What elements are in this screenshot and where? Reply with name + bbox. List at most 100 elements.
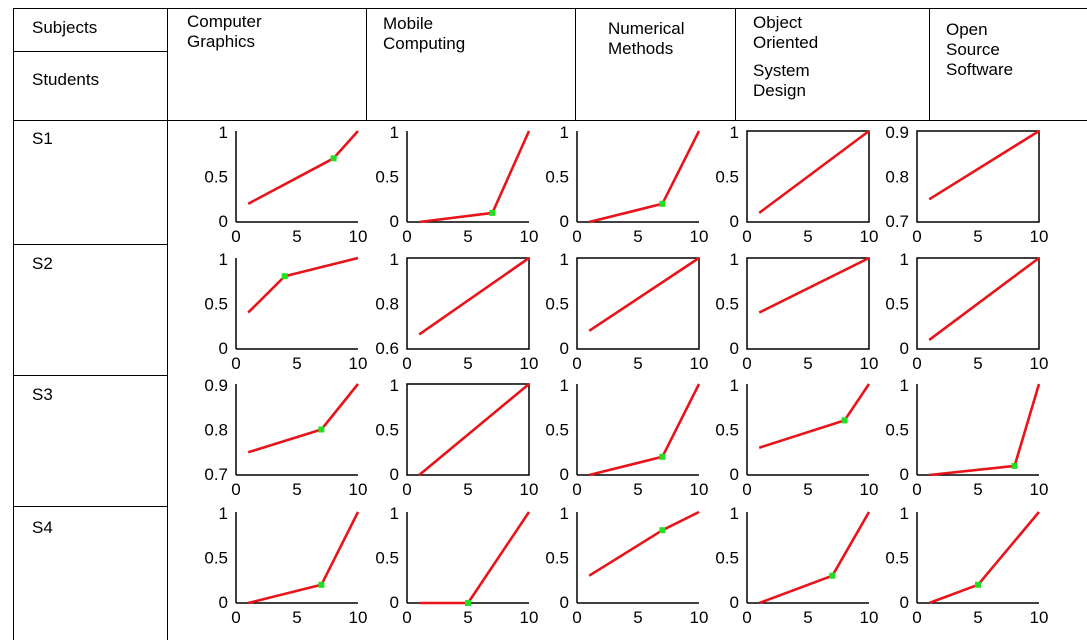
x-tick-label: 0 — [402, 608, 411, 627]
series-line — [758, 256, 870, 314]
y-tick-label: 1 — [730, 123, 739, 142]
x-tick-label: 0 — [912, 227, 921, 246]
subject-header-line: Computer — [187, 12, 262, 31]
subject-header-line: Software — [946, 60, 1014, 79]
y-tick-label: 1 — [560, 250, 569, 269]
x-tick-label: 0 — [231, 608, 240, 627]
y-tick-label: 0.9 — [204, 376, 228, 395]
x-tick-label: 10 — [860, 354, 879, 373]
series-line — [928, 129, 1040, 201]
plot-s2-2: 1 0.8 0.60 5 10 — [375, 250, 538, 373]
y-tick-label: 0.5 — [204, 295, 228, 314]
series-line — [928, 511, 1040, 605]
subject-header-mobile-computing: Mobile Computing — [383, 14, 465, 54]
breakpoint-marker — [975, 581, 981, 588]
y-tick-label: 1 — [219, 504, 228, 523]
y-tick-label: 0.8 — [204, 421, 228, 440]
subject-header-line: Oriented — [753, 33, 819, 52]
y-tick-label: 0 — [390, 465, 399, 484]
x-tick-label: 5 — [973, 227, 982, 246]
y-tick-label: 0 — [900, 465, 909, 484]
y-tick-label: 0 — [900, 593, 909, 612]
y-tick-label: 0 — [730, 593, 739, 612]
subject-header-line: Design — [753, 81, 806, 100]
y-tick-label: 1 — [900, 504, 909, 523]
y-tick-label: 0 — [730, 212, 739, 231]
x-tick-label: 10 — [690, 354, 709, 373]
breakpoint-marker — [330, 155, 337, 162]
series-line — [758, 511, 871, 605]
x-tick-label: 10 — [349, 480, 368, 499]
series-line — [247, 256, 359, 314]
x-tick-label: 5 — [463, 227, 472, 246]
plot-s4-4: 1 0.5 00 5 10 — [715, 504, 878, 627]
subject-header-line: Graphics — [187, 32, 256, 51]
student-label-s4: S4 — [32, 518, 53, 537]
y-tick-label: 0.5 — [715, 295, 739, 314]
breakpoint-marker — [1011, 462, 1018, 469]
plot-s1-2: 1 0.5 00 5 10 — [375, 123, 538, 246]
series-line — [247, 383, 360, 454]
x-tick-label: 5 — [803, 354, 812, 373]
y-tick-label: 1 — [560, 376, 569, 395]
x-tick-label: 10 — [860, 480, 879, 499]
x-tick-label: 10 — [690, 608, 709, 627]
x-tick-label: 5 — [292, 480, 301, 499]
breakpoint-marker — [659, 527, 666, 534]
y-tick-label: 0.5 — [545, 168, 569, 187]
x-tick-label: 10 — [1030, 227, 1049, 246]
subject-header-line: Source — [946, 40, 1000, 59]
x-tick-label: 5 — [803, 480, 812, 499]
x-tick-label: 0 — [572, 227, 581, 246]
plot-s1-4: 1 0.5 00 5 10 — [715, 123, 878, 246]
x-tick-label: 10 — [690, 480, 709, 499]
x-tick-label: 0 — [231, 227, 240, 246]
y-tick-label: 1 — [219, 123, 228, 142]
x-tick-label: 10 — [690, 227, 709, 246]
x-tick-label: 10 — [1030, 480, 1049, 499]
x-tick-label: 5 — [633, 227, 642, 246]
header-divider-1 — [366, 8, 367, 120]
subject-header-open-source-software: Open Source Software — [946, 20, 1013, 80]
series-line — [418, 382, 530, 477]
subject-header-line: Open — [946, 20, 988, 39]
y-tick-label: 0.5 — [885, 295, 909, 314]
y-tick-label: 0.7 — [204, 465, 228, 484]
header-bottom-border — [13, 120, 1087, 121]
x-tick-label: 5 — [633, 480, 642, 499]
x-tick-label: 5 — [292, 354, 301, 373]
y-tick-label: 0.5 — [715, 168, 739, 187]
x-tick-label: 0 — [742, 608, 751, 627]
subject-header-line: Numerical — [608, 19, 685, 38]
subject-header-computer-graphics: Computer Graphics — [187, 12, 262, 52]
plot-s1-3: 1 0.5 00 5 10 — [545, 123, 708, 246]
y-tick-label: 0.5 — [375, 168, 399, 187]
y-tick-label: 1 — [900, 250, 909, 269]
series-line — [588, 130, 701, 224]
y-tick-label: 0.5 — [545, 421, 569, 440]
x-tick-label: 0 — [912, 354, 921, 373]
y-tick-label: 0 — [730, 339, 739, 358]
plot-s3-4: 1 0.5 00 5 10 — [715, 376, 878, 499]
x-tick-label: 5 — [463, 608, 472, 627]
header-divider-3 — [735, 8, 736, 120]
subject-header-line: System — [753, 61, 810, 80]
plot-s2-5: 1 0.5 00 5 10 — [885, 250, 1048, 373]
x-tick-label: 0 — [402, 480, 411, 499]
y-tick-label: 0.5 — [545, 549, 569, 568]
y-tick-label: 1 — [900, 376, 909, 395]
series-line — [247, 130, 359, 205]
plot-frame — [746, 257, 870, 350]
plot-s1-1: 1 0.5 00 5 10 — [204, 123, 367, 246]
y-tick-label: 1 — [390, 123, 399, 142]
y-tick-label: 0 — [390, 593, 399, 612]
y-tick-label: 1 — [560, 123, 569, 142]
student-label-s2: S2 — [32, 254, 53, 273]
x-tick-label: 0 — [742, 480, 751, 499]
student-column-border — [167, 8, 168, 640]
series-line — [419, 130, 531, 224]
y-tick-label: 0 — [560, 465, 569, 484]
x-tick-label: 10 — [349, 608, 368, 627]
y-tick-label: 0.8 — [375, 295, 399, 314]
header-divider-4 — [929, 8, 930, 120]
